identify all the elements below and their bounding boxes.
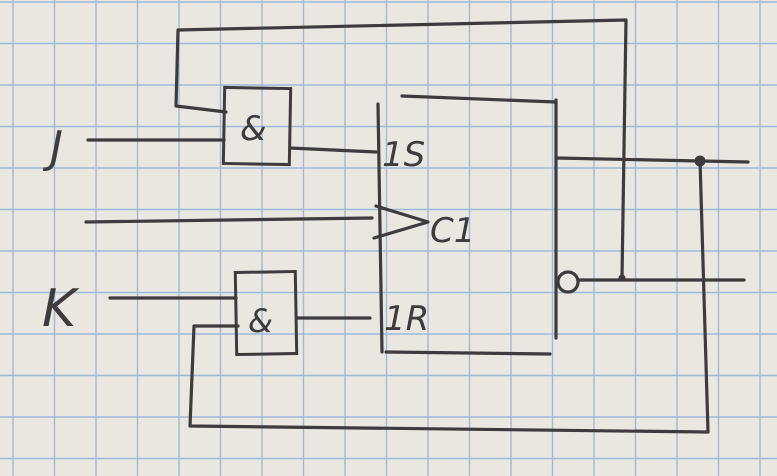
j-label: J <box>42 122 63 173</box>
clock-input-label: C1 <box>430 211 475 251</box>
flipflop-left-edge <box>376 102 384 354</box>
q-bar-feedback-wire <box>174 18 628 280</box>
reset-input-label: 1R <box>384 299 429 339</box>
q-feedback-wire <box>188 158 710 434</box>
set-wire <box>288 146 378 154</box>
flipflop-bottom-edge <box>384 350 552 356</box>
k-label: K <box>42 279 80 339</box>
top-gate-symbol: & <box>240 109 267 149</box>
clock-wire <box>84 216 374 224</box>
q-bar-inversion-bubble <box>556 270 580 294</box>
set-input-label: 1S <box>382 135 425 175</box>
flipflop-top-edge <box>400 94 558 104</box>
q-output-wire <box>554 156 750 164</box>
bottom-gate-symbol: & <box>248 302 273 340</box>
clock-triangle <box>372 204 430 240</box>
top-and-gate <box>221 85 293 167</box>
bottom-and-gate <box>233 269 299 357</box>
